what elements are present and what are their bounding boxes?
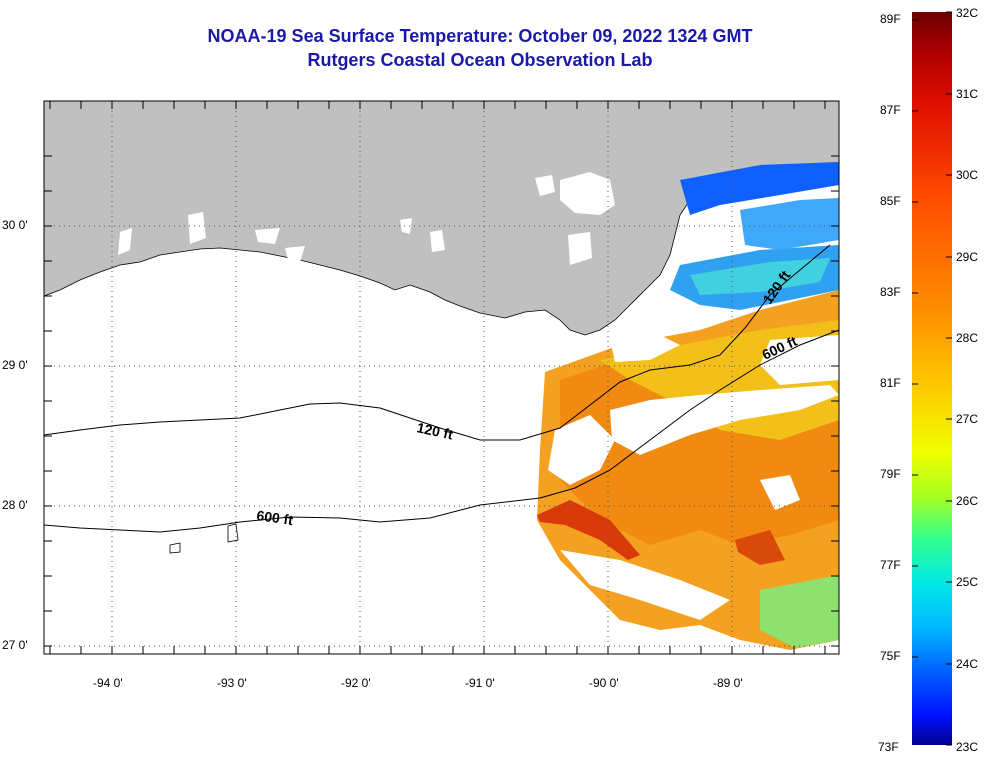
lake bbox=[560, 172, 615, 215]
lake bbox=[255, 228, 280, 244]
lon-label: -90 0' bbox=[589, 676, 619, 690]
colorbar-label-c: 32C bbox=[956, 6, 979, 20]
lon-label: -91 0' bbox=[465, 676, 495, 690]
sst-swath-cool-2 bbox=[690, 258, 830, 295]
lake bbox=[285, 246, 305, 262]
colorbar-label-f: 73F bbox=[878, 740, 899, 754]
contour-islet bbox=[169, 542, 181, 554]
lon-label: -92 0' bbox=[341, 676, 371, 690]
lat-label: 29 0' bbox=[2, 358, 28, 372]
sst-swath-green bbox=[760, 575, 839, 648]
colorbar-label-c: 28C bbox=[956, 331, 979, 345]
lat-label: 30 0' bbox=[2, 218, 28, 232]
contour-islet bbox=[227, 523, 239, 543]
colorbar-label-c: 24C bbox=[956, 657, 979, 671]
lake bbox=[568, 232, 592, 265]
lat-label: 27 0' bbox=[2, 638, 28, 652]
lake bbox=[400, 218, 412, 234]
colorbar-label-c: 31C bbox=[956, 87, 979, 101]
temperature-colorbar bbox=[912, 12, 952, 745]
contour-label: 600 ft bbox=[256, 507, 295, 528]
colorbar-label-f: 89F bbox=[880, 12, 901, 26]
map-title: NOAA-19 Sea Surface Temperature: October… bbox=[207, 26, 753, 46]
colorbar-label-c: 29C bbox=[956, 250, 979, 264]
colorbar-label-c: 25C bbox=[956, 575, 979, 589]
cloud-gap bbox=[610, 385, 839, 455]
colorbar-label-c: 27C bbox=[956, 412, 979, 426]
colorbar-label-c: 23C bbox=[956, 740, 979, 754]
colorbar-label-f: 81F bbox=[880, 376, 901, 390]
sst-swath-cool-4 bbox=[740, 198, 839, 250]
colorbar-label-f: 87F bbox=[880, 103, 901, 117]
map-border bbox=[43, 100, 840, 655]
sst-swath-hot bbox=[537, 500, 640, 560]
cloud-gap bbox=[760, 335, 839, 385]
sst-swath-cool-3 bbox=[680, 162, 839, 215]
colorbar-label-f: 79F bbox=[880, 467, 901, 481]
cloud-gap bbox=[610, 330, 680, 362]
lake bbox=[118, 228, 132, 255]
lat-label: 28 0' bbox=[2, 498, 28, 512]
lon-label: -89 0' bbox=[713, 676, 743, 690]
colorbar-label-f: 77F bbox=[880, 558, 901, 572]
lake bbox=[430, 230, 445, 252]
lake bbox=[188, 212, 206, 244]
contour-120ft bbox=[43, 244, 831, 441]
map-subtitle: Rutgers Coastal Ocean Observation Lab bbox=[307, 50, 653, 70]
colorbar-label-f: 85F bbox=[880, 194, 901, 208]
cloud-gap bbox=[760, 475, 800, 510]
sst-swath-hot bbox=[735, 530, 785, 565]
colorbar-label-c: 30C bbox=[956, 168, 979, 182]
graticule bbox=[44, 101, 839, 654]
frame-ticks bbox=[44, 101, 839, 654]
lake bbox=[535, 175, 555, 196]
colorbar-label-f: 83F bbox=[880, 285, 901, 299]
lon-label: -94 0' bbox=[93, 676, 123, 690]
cloud-gap bbox=[548, 415, 615, 485]
colorbar-label-f: 75F bbox=[880, 649, 901, 663]
colorbar-label-c: 26C bbox=[956, 494, 979, 508]
lon-label: -93 0' bbox=[217, 676, 247, 690]
cloud-gap bbox=[560, 550, 730, 620]
contour-600ft bbox=[43, 329, 840, 533]
contour-label: 120 ft bbox=[415, 419, 454, 442]
